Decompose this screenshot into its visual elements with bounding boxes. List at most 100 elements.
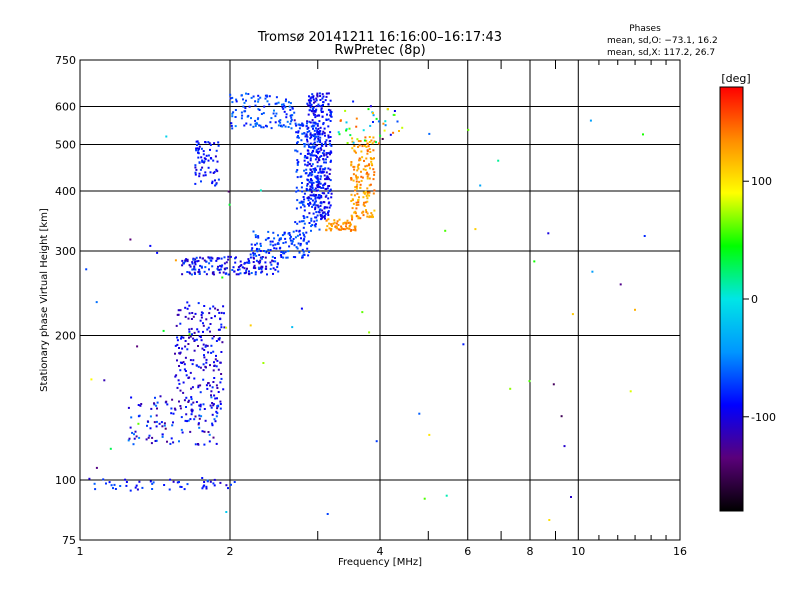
data-point (308, 251, 311, 253)
data-point (310, 103, 313, 106)
data-point (384, 124, 387, 127)
data-point (214, 155, 217, 158)
data-point (314, 223, 317, 226)
data-point (314, 206, 317, 209)
data-point (254, 119, 257, 122)
data-point (189, 371, 192, 374)
data-point (214, 397, 217, 400)
data-point (234, 109, 237, 111)
data-point (182, 391, 185, 394)
data-point (162, 329, 165, 332)
data-point (328, 206, 331, 209)
data-point (302, 239, 305, 242)
data-point (183, 399, 186, 402)
data-point (198, 145, 201, 148)
data-point (244, 110, 247, 113)
data-point (130, 396, 133, 399)
data-point (202, 378, 205, 381)
data-point (191, 268, 194, 271)
data-point (362, 191, 365, 194)
data-point (311, 194, 314, 197)
data-point (327, 92, 330, 95)
data-point (305, 133, 308, 136)
data-point (210, 394, 212, 397)
data-point (198, 147, 200, 150)
data-point (312, 212, 315, 215)
data-point (176, 481, 179, 484)
data-point (216, 257, 219, 260)
data-point (281, 103, 283, 106)
data-point (109, 447, 112, 450)
data-point (306, 149, 309, 152)
data-point (619, 283, 622, 286)
data-point (193, 271, 196, 274)
colorbar (719, 86, 744, 512)
data-point (322, 158, 325, 160)
data-point (190, 408, 193, 411)
data-point (634, 308, 636, 311)
data-point (297, 130, 300, 133)
data-point (290, 127, 293, 130)
data-point (180, 486, 183, 488)
data-point (306, 102, 309, 105)
data-point (90, 378, 93, 381)
data-point (214, 315, 216, 318)
data-point (327, 210, 330, 213)
data-point (290, 242, 293, 245)
data-point (136, 345, 139, 348)
y-tick-label: 600 (55, 101, 76, 114)
data-point (314, 208, 317, 211)
data-point (129, 238, 132, 241)
data-point (322, 171, 325, 173)
data-point (329, 188, 332, 191)
data-point (560, 415, 563, 418)
data-point (301, 132, 304, 135)
data-point (352, 179, 355, 182)
data-point (194, 258, 197, 261)
data-point (322, 186, 325, 189)
data-point (231, 101, 234, 104)
data-point (332, 222, 335, 225)
data-point (203, 305, 206, 307)
data-point (189, 335, 192, 338)
data-point (211, 337, 214, 340)
data-point (327, 125, 330, 128)
data-point (356, 183, 359, 186)
data-point (284, 250, 287, 253)
data-point (278, 247, 281, 250)
data-point (375, 440, 378, 443)
data-point (314, 116, 317, 119)
data-point (311, 205, 314, 208)
data-point (362, 214, 365, 217)
data-point (200, 339, 203, 342)
data-point (309, 194, 312, 197)
data-point (355, 207, 358, 210)
data-point (340, 228, 342, 231)
data-point (372, 178, 375, 181)
data-point (213, 142, 216, 145)
data-point (533, 260, 536, 263)
data-point (219, 407, 222, 410)
data-point (197, 386, 200, 389)
data-point (303, 132, 306, 135)
data-point (315, 127, 317, 130)
data-point (337, 224, 340, 226)
data-point (363, 144, 366, 147)
data-point (217, 368, 220, 371)
data-point (355, 117, 358, 120)
data-point (138, 436, 141, 439)
data-point (301, 190, 304, 193)
data-point (322, 184, 325, 187)
data-point (250, 249, 253, 252)
data-point (243, 267, 246, 270)
data-point (320, 148, 323, 151)
data-point (352, 173, 355, 176)
data-point (357, 167, 360, 170)
data-point (201, 160, 204, 163)
data-point (351, 140, 354, 143)
data-point (360, 170, 362, 173)
data-point (357, 199, 360, 201)
data-point (365, 139, 368, 142)
data-point (302, 215, 305, 218)
data-point (188, 376, 191, 379)
